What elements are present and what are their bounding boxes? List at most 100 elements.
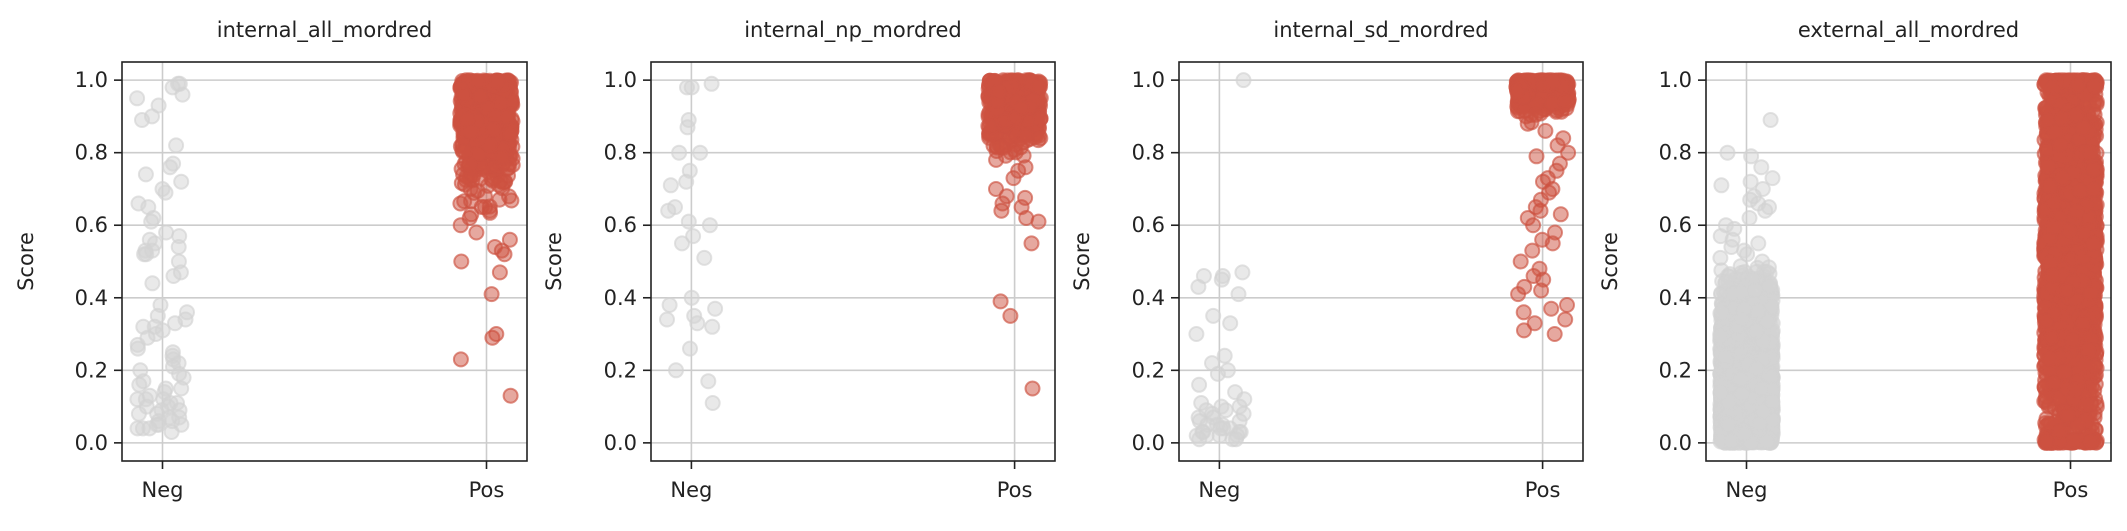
- neg-point: [168, 137, 185, 154]
- pos-point: [482, 204, 498, 221]
- neg-point: [1751, 416, 1768, 432]
- neg-point: [131, 376, 148, 393]
- plot-frame: [121, 61, 528, 462]
- pos-point: [502, 125, 519, 142]
- y-tick-label: 0.6: [1132, 213, 1165, 237]
- neg-point: [1216, 347, 1233, 364]
- pos-point: [1528, 148, 1545, 165]
- neg-point: [157, 184, 174, 201]
- neg-point: [683, 79, 700, 96]
- x-tick-label: Neg: [142, 478, 184, 502]
- pos-point: [481, 137, 498, 154]
- neg-point: [1733, 386, 1750, 402]
- pos-point: [1002, 307, 1019, 324]
- pos-point: [1005, 170, 1022, 187]
- pos-point: [453, 175, 470, 191]
- pos-point: [1524, 242, 1541, 259]
- neg-point: [668, 362, 684, 379]
- pos-point: [501, 231, 518, 248]
- neg-point: [141, 420, 158, 437]
- neg-point: [167, 315, 183, 332]
- pos-point: [992, 293, 1009, 310]
- pos-point: [496, 246, 513, 263]
- y-tick-label: 0.4: [604, 286, 637, 310]
- pos-point: [1509, 83, 1526, 100]
- neg-point: [661, 297, 678, 313]
- pos-point: [1559, 297, 1575, 313]
- neg-point: [683, 289, 700, 306]
- pos-point: [490, 176, 507, 193]
- neg-point: [129, 340, 146, 357]
- y-tick-label: 0.4: [1132, 286, 1165, 310]
- y-tick-label: 0.6: [75, 213, 108, 237]
- neg-point: [129, 391, 146, 408]
- neg-point: [163, 424, 180, 440]
- neg-point: [1761, 278, 1778, 295]
- panel-title: internal_sd_mordred: [1273, 18, 1488, 43]
- pos-point: [487, 108, 503, 125]
- panel-title: internal_all_mordred: [217, 18, 432, 43]
- pos-point: [456, 193, 473, 210]
- neg-point: [1228, 431, 1244, 448]
- pos-point: [1024, 380, 1041, 397]
- pos-point: [1525, 217, 1542, 234]
- y-tick-label: 1.0: [1132, 68, 1165, 92]
- neg-point: [662, 177, 679, 194]
- pos-point: [1545, 74, 1562, 91]
- neg-point: [660, 202, 677, 219]
- y-tick-label: 0.6: [604, 213, 637, 237]
- pos-point: [1017, 127, 1034, 144]
- y-axis-label: Score: [1070, 232, 1094, 291]
- pos-point: [452, 217, 469, 234]
- pos-point: [453, 253, 470, 270]
- data-points: [1712, 72, 2105, 451]
- neg-point: [1753, 380, 1770, 397]
- y-tick-label: 0.8: [75, 141, 108, 165]
- pos-point: [1510, 286, 1527, 303]
- pos-point: [1557, 311, 1574, 328]
- x-tick-label: Pos: [997, 478, 1033, 502]
- pos-point: [472, 88, 489, 105]
- panel-internal-sd-mordred: internal_sd_mordred Score 0.00.20.40.60.…: [1070, 18, 1584, 502]
- pos-point: [1023, 235, 1040, 252]
- pos-point: [1030, 78, 1046, 95]
- neg-point: [1234, 264, 1251, 281]
- neg-point: [129, 90, 146, 107]
- neg-point: [1760, 259, 1777, 276]
- data-points: [1188, 72, 1577, 448]
- neg-point: [173, 173, 190, 190]
- neg-point: [678, 173, 695, 190]
- pos-point: [456, 87, 472, 103]
- neg-point: [704, 395, 721, 411]
- neg-point: [1222, 315, 1239, 332]
- panel-internal-all-mordred: internal_all_mordred Score 0.00.20.40.60…: [14, 18, 528, 502]
- neg-point: [1764, 393, 1781, 410]
- pos-point: [1515, 304, 1532, 321]
- pos-point: [468, 224, 485, 241]
- y-axis-label: Score: [542, 232, 566, 291]
- x-tick-label: Neg: [670, 478, 712, 502]
- neg-point: [1747, 282, 1764, 299]
- neg-point: [1713, 304, 1730, 321]
- neg-point: [696, 249, 713, 266]
- pos-point: [990, 83, 1007, 100]
- neg-point: [1213, 271, 1230, 288]
- neg-point: [1191, 431, 1208, 448]
- neg-point: [1209, 365, 1226, 382]
- neg-point: [671, 144, 688, 161]
- neg-point: [1235, 72, 1252, 89]
- neg-point: [685, 228, 702, 245]
- neg-point: [1720, 416, 1737, 433]
- panel-external-all-mordred: external_all_mordred Score 0.00.20.40.60…: [1598, 18, 2112, 502]
- pos-point: [1552, 206, 1569, 223]
- pos-point: [483, 286, 500, 303]
- pos-point: [1537, 122, 1554, 139]
- pos-point: [485, 121, 502, 138]
- pos-point: [993, 202, 1010, 219]
- pos-point: [459, 111, 476, 128]
- neg-point: [1734, 311, 1750, 328]
- neg-point: [164, 344, 181, 361]
- y-tick-label: 0.8: [604, 141, 637, 165]
